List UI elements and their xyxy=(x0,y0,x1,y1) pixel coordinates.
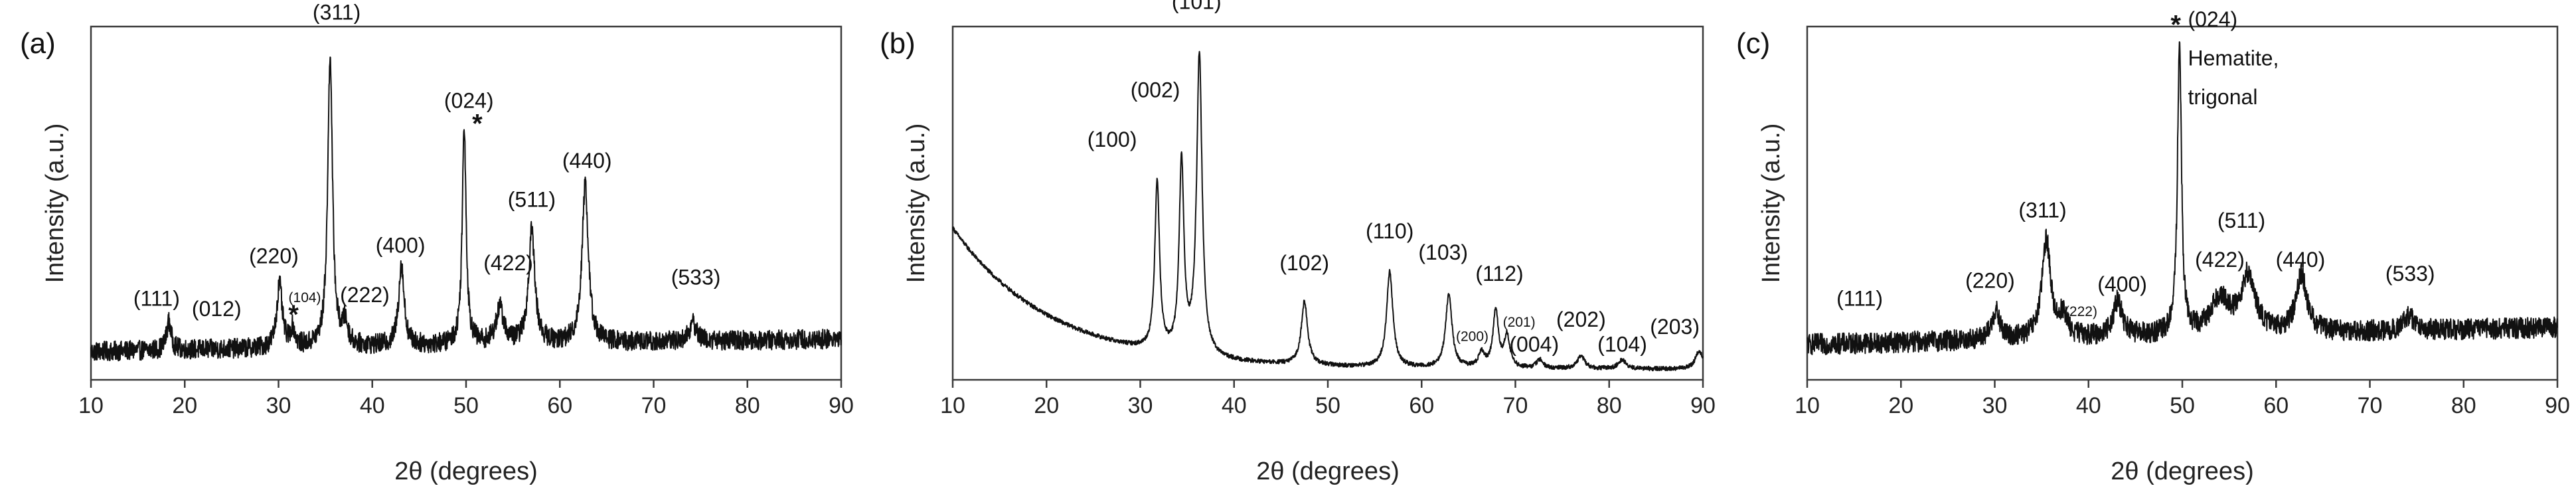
xrd-pattern-line-1 xyxy=(90,56,842,362)
x-axis-title: 2θ (degrees) xyxy=(2111,458,2253,485)
peak-label: (202) xyxy=(1556,307,1606,331)
peak-label: (422) xyxy=(483,251,533,275)
peak-label: (220) xyxy=(1965,269,2015,293)
x-tick-label: 60 xyxy=(547,393,572,418)
peak-label: (002) xyxy=(1131,78,1180,102)
x-tick-label: 80 xyxy=(2451,393,2476,418)
x-tick-label: 30 xyxy=(1982,393,2008,418)
x-tick-label: 20 xyxy=(1034,393,1059,418)
peak-label: (101) xyxy=(1172,0,1222,13)
peak-label: (400) xyxy=(2097,272,2147,296)
peak-label: (222) xyxy=(340,283,390,307)
x-tick-label: 40 xyxy=(360,393,385,418)
peak-label: (220) xyxy=(249,244,299,268)
x-tick-label: 20 xyxy=(1888,393,1913,418)
x-tick-label: 60 xyxy=(1409,393,1434,418)
x-tick-label: 70 xyxy=(641,393,667,418)
peak-label: (440) xyxy=(2276,248,2326,272)
phase-note: (024) xyxy=(2188,7,2237,31)
peak-label: (311) xyxy=(313,0,361,24)
peak-label: (104) xyxy=(289,290,321,305)
xrd-pattern-line-3 xyxy=(1807,41,2558,355)
peak-label: (104) xyxy=(1597,332,1647,356)
peak-label: (024) xyxy=(444,88,494,112)
x-tick-label: 10 xyxy=(78,393,104,418)
peak-label: (440) xyxy=(562,149,612,173)
x-tick-label: 50 xyxy=(453,393,479,418)
x-tick-label: 30 xyxy=(1128,393,1153,418)
y-axis-title: Intensity (a.u.) xyxy=(1757,124,1785,284)
x-tick-label: 70 xyxy=(2358,393,2383,418)
peak-label: (422) xyxy=(2195,248,2245,272)
x-tick-label: 10 xyxy=(1795,393,1820,418)
hematite-marker: * xyxy=(472,110,483,139)
panel-label: (b) xyxy=(880,27,916,60)
peak-label: (004) xyxy=(1509,332,1559,356)
x-tick-label: 60 xyxy=(2263,393,2289,418)
peak-label: (102) xyxy=(1279,251,1329,275)
peak-label: (203) xyxy=(1650,315,1700,339)
hematite-marker: * xyxy=(288,300,299,329)
x-tick-label: 50 xyxy=(1315,393,1340,418)
peak-label: (111) xyxy=(1836,286,1883,310)
y-axis-title: Intensity (a.u.) xyxy=(41,124,69,284)
phase-note: trigonal xyxy=(2188,85,2257,109)
peak-label: (012) xyxy=(192,297,242,321)
peak-label: (400) xyxy=(376,233,426,257)
x-tick-label: 80 xyxy=(1597,393,1622,418)
x-tick-label: 20 xyxy=(172,393,197,418)
panel-label: (c) xyxy=(1736,27,1770,60)
peak-label: (103) xyxy=(1418,240,1468,264)
peak-label: (511) xyxy=(508,187,556,211)
xrd-pattern-line-2 xyxy=(952,50,1704,372)
x-tick-label: 90 xyxy=(2545,393,2570,418)
peak-label: (100) xyxy=(1087,127,1137,151)
peak-label: (222) xyxy=(2065,304,2097,319)
y-axis-title: Intensity (a.u.) xyxy=(902,124,930,284)
x-tick-label: 30 xyxy=(266,393,291,418)
x-tick-label: 90 xyxy=(1690,393,1716,418)
panel-label: (a) xyxy=(20,27,56,60)
x-axis-title: 2θ (degrees) xyxy=(394,458,537,485)
peak-label: (200) xyxy=(1456,329,1489,344)
peak-label: (511) xyxy=(2217,208,2265,232)
peak-label: (201) xyxy=(1503,315,1536,330)
peak-label: (533) xyxy=(2385,262,2435,286)
x-tick-label: 50 xyxy=(2170,393,2195,418)
x-tick-label: 80 xyxy=(735,393,760,418)
hematite-marker: * xyxy=(2170,11,2181,40)
peak-label: (112) xyxy=(1475,262,1523,286)
x-tick-label: 40 xyxy=(1222,393,1247,418)
x-tick-label: 40 xyxy=(2076,393,2101,418)
x-tick-label: 70 xyxy=(1503,393,1528,418)
x-axis-title: 2θ (degrees) xyxy=(1256,458,1399,485)
peak-label: (533) xyxy=(671,265,721,289)
peak-label: (311) xyxy=(2018,198,2066,222)
x-tick-label: 10 xyxy=(940,393,965,418)
phase-note: Hematite, xyxy=(2188,46,2279,70)
peak-label: (110) xyxy=(1366,219,1413,243)
x-tick-label: 90 xyxy=(829,393,854,418)
peak-label: (111) xyxy=(133,286,180,310)
